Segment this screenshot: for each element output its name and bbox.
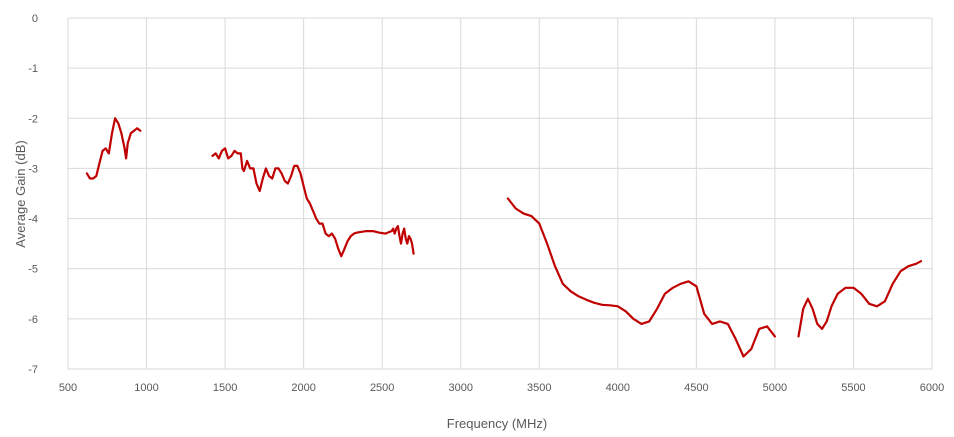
gridlines: [67, 17, 933, 370]
x-tick-label: 2500: [370, 382, 394, 394]
x-tick-label: 4000: [606, 382, 630, 394]
x-tick-label: 5000: [763, 382, 787, 394]
series-lines: [85, 117, 923, 358]
x-tick-label: 6000: [920, 382, 944, 394]
x-tick-label: 1000: [134, 382, 158, 394]
y-tick-label: -2: [28, 113, 38, 125]
x-tick-label: 3000: [448, 382, 472, 394]
y-tick-label: -3: [28, 163, 38, 175]
x-axis-title: Frequency (MHz): [447, 416, 547, 431]
gain-series-segment: [506, 197, 776, 358]
x-tick-label: 4500: [684, 382, 708, 394]
y-tick-label: -1: [28, 63, 38, 75]
x-tick-label: 1500: [213, 382, 237, 394]
x-tick-label: 3500: [527, 382, 551, 394]
gain-series-segment: [85, 117, 142, 180]
y-tick-label: 0: [32, 13, 38, 25]
y-tick-label: -4: [28, 214, 38, 226]
y-tick-label: -5: [28, 264, 38, 276]
y-tick-label: -7: [28, 364, 38, 376]
y-axis-tick-labels: 0 -1 -2 -3 -4 -5 -6 -7: [28, 13, 38, 376]
x-tick-label: 5500: [841, 382, 865, 394]
gain-series-segment: [797, 260, 923, 338]
y-tick-label: -6: [28, 314, 38, 326]
x-tick-label: 2000: [291, 382, 315, 394]
y-axis-title: Average Gain (dB): [13, 140, 28, 247]
gain-series-segment: [211, 147, 415, 258]
x-axis-tick-labels: 500 1000 1500 2000 2500 3000 3500 4000 4500 5000 5…: [59, 382, 944, 394]
x-tick-label: 500: [59, 382, 77, 394]
